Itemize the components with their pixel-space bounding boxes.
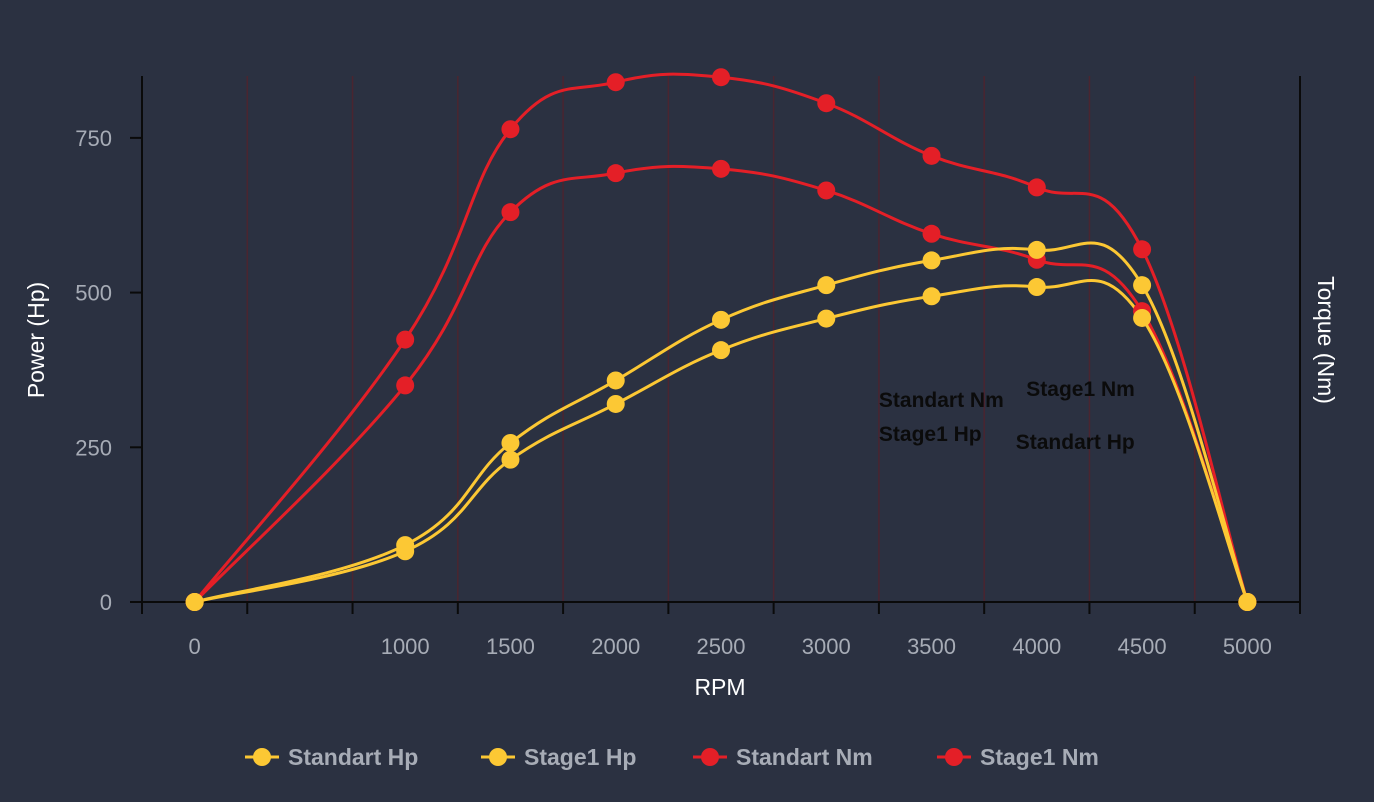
- legend-item-stage1-nm[interactable]: Stage1 Nm: [937, 744, 1099, 770]
- series-line-standart-nm: [193, 164, 1249, 604]
- data-point-stage1-nm[interactable]: [501, 120, 520, 139]
- data-point-stage1-nm[interactable]: [817, 94, 836, 113]
- x-tick-label: 3000: [802, 634, 851, 659]
- data-point-stage1-hp[interactable]: [606, 371, 625, 390]
- data-point-stage1-hp[interactable]: [501, 433, 520, 452]
- x-tick-label: 2000: [591, 634, 640, 659]
- x-tick-label: 1500: [486, 634, 535, 659]
- data-point-standart-hp[interactable]: [1027, 278, 1046, 297]
- series-line-stage1-hp: [194, 241, 1249, 604]
- y-tick-label: 500: [75, 281, 112, 306]
- annotation-label: Standart Hp: [1016, 431, 1135, 454]
- legend-label: Stage1 Nm: [980, 744, 1099, 770]
- legend-item-standart-hp[interactable]: Standart Hp: [245, 744, 418, 770]
- y-axis-title-right: Torque (Nm): [1313, 276, 1339, 404]
- x-tick-label: 1000: [381, 634, 430, 659]
- data-point-standart-hp[interactable]: [1133, 308, 1152, 327]
- data-point-standart-nm[interactable]: [712, 159, 730, 178]
- annotations: Standart Nm Stage1 Nm Stage1 Hp Standart Hp: [879, 378, 1135, 454]
- y-tick-label: 0: [100, 590, 112, 615]
- legend[interactable]: Standart Hp Stage1 Hp Standart Nm Stage1 Nm: [245, 744, 1099, 770]
- data-point-standart-hp[interactable]: [817, 309, 836, 328]
- data-point-stage1-hp[interactable]: [817, 276, 836, 295]
- x-tick-label: 5000: [1223, 634, 1272, 659]
- data-point-stage1-nm[interactable]: [1133, 240, 1152, 259]
- data-point-standart-hp[interactable]: [501, 450, 520, 469]
- data-point-standart-hp[interactable]: [922, 287, 941, 306]
- data-point-stage1-nm[interactable]: [712, 68, 730, 87]
- data-point-stage1-hp[interactable]: [1133, 276, 1152, 295]
- data-point-stage1-hp[interactable]: [1027, 240, 1046, 259]
- data-point-stage1-hp[interactable]: [1238, 593, 1257, 611]
- legend-label: Stage1 Hp: [524, 744, 636, 770]
- series-lines: [193, 72, 1249, 604]
- data-point-stage1-hp[interactable]: [185, 593, 204, 611]
- annotation-label: Stage1 Hp: [879, 423, 982, 446]
- x-tick-label: 2500: [697, 634, 746, 659]
- series-points: [185, 68, 1257, 611]
- legend-label: Standart Nm: [736, 744, 873, 770]
- series-line-stage1-nm: [193, 72, 1249, 603]
- annotation-label: Stage1 Nm: [1026, 378, 1135, 401]
- legend-swatch-marker: [701, 748, 719, 766]
- x-tick-label: 3500: [907, 634, 956, 659]
- legend-swatch-marker: [489, 748, 507, 766]
- legend-item-standart-nm[interactable]: Standart Nm: [693, 744, 873, 770]
- data-point-stage1-nm[interactable]: [606, 73, 625, 92]
- y-tick-label: 750: [75, 126, 112, 151]
- legend-label: Standart Hp: [288, 744, 418, 770]
- x-axis-title: RPM: [694, 674, 745, 700]
- data-point-standart-nm[interactable]: [606, 164, 625, 183]
- data-point-standart-nm[interactable]: [817, 181, 836, 200]
- data-point-stage1-nm[interactable]: [1027, 178, 1046, 197]
- x-tick-label: 0: [189, 634, 201, 659]
- data-point-stage1-hp[interactable]: [922, 251, 941, 270]
- data-point-stage1-nm[interactable]: [396, 330, 415, 349]
- y-tick-label: 250: [75, 435, 112, 460]
- data-point-standart-nm[interactable]: [396, 376, 415, 395]
- legend-swatch-marker: [945, 748, 963, 766]
- data-point-standart-hp[interactable]: [606, 394, 625, 413]
- data-point-stage1-hp[interactable]: [712, 310, 730, 329]
- data-point-stage1-hp[interactable]: [396, 536, 415, 555]
- x-tick-label: 4500: [1118, 634, 1167, 659]
- annotation-label: Standart Nm: [879, 389, 1004, 412]
- axes: 0 1000 1500 2000 2500 3000 3500 4000 4500 5000 0 25…: [75, 76, 1301, 659]
- x-tick-label: 4000: [1012, 634, 1061, 659]
- data-point-standart-nm[interactable]: [501, 203, 520, 222]
- data-point-standart-hp[interactable]: [712, 341, 730, 360]
- data-point-standart-nm[interactable]: [922, 224, 941, 243]
- legend-item-stage1-hp[interactable]: Stage1 Hp: [481, 744, 636, 770]
- legend-swatch-marker: [253, 748, 271, 766]
- y-axis-title-left: Power (Hp): [23, 282, 49, 398]
- data-point-stage1-nm[interactable]: [922, 146, 941, 165]
- series-line-standart-hp: [194, 278, 1249, 604]
- grid-lines: [246, 76, 1196, 602]
